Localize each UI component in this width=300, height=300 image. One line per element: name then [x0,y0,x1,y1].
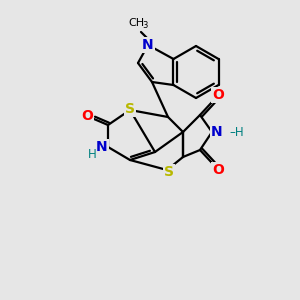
Text: N: N [211,125,223,139]
Text: H: H [88,148,96,161]
Text: CH: CH [128,18,144,28]
Text: 3: 3 [142,22,148,31]
Text: –H: –H [229,125,244,139]
Text: N: N [142,38,154,52]
Text: O: O [212,88,224,102]
Text: S: S [125,102,135,116]
Text: S: S [164,165,174,179]
Text: O: O [212,163,224,177]
Text: O: O [81,109,93,123]
Text: N: N [96,140,108,154]
